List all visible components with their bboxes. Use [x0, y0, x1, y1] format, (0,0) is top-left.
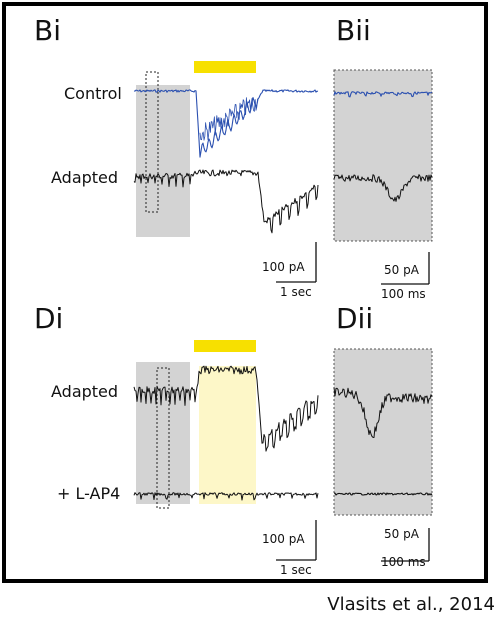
trace-label-control: Control	[64, 84, 122, 103]
trace-lap4-path	[133, 492, 319, 501]
d-gray-shade	[136, 362, 190, 504]
bii-adapted-trace	[333, 174, 433, 202]
panel-label-dii: Dii	[336, 302, 374, 335]
panel-label-di: Di	[34, 302, 64, 335]
panel-label-bi: Bi	[34, 14, 61, 47]
bii-control-trace	[333, 91, 433, 98]
trace-control-path	[133, 89, 319, 158]
dii-adapted-trace	[333, 387, 433, 438]
b-main-scale-current: 100 pA	[262, 260, 305, 274]
d-inset-scale-current: 50 pA	[384, 527, 419, 541]
citation-credit: Vlasits et al., 2014	[327, 594, 495, 615]
d-main-scalebar	[276, 520, 317, 561]
trace-label-adapted-b: Adapted	[51, 168, 119, 187]
lap4-trace	[133, 492, 319, 501]
control-trace	[133, 89, 319, 158]
b-inset-scale-time: 100 ms	[381, 287, 426, 301]
adapted-trace-d	[133, 365, 319, 452]
trace-dii-adapted-path	[333, 387, 433, 438]
d-stimulus-bar	[194, 340, 256, 352]
b-main-scalebar	[276, 242, 317, 283]
b-gray-shade	[136, 85, 190, 237]
d-main-scale-time: 1 sec	[280, 563, 312, 577]
d-main-scale-current: 100 pA	[262, 532, 305, 546]
panel-label-bii: Bii	[336, 14, 371, 47]
trace-dii-lap4-path	[334, 492, 433, 496]
adapted-trace-b	[133, 169, 319, 234]
b-dotted-window	[145, 71, 159, 213]
trace-bii-adapted-path	[333, 174, 433, 202]
trace-adapted-d-path	[133, 365, 319, 452]
d-inset-scalebar	[381, 528, 430, 562]
dii-lap4-trace	[334, 492, 433, 496]
trace-adapted-b-path	[133, 169, 319, 234]
b-inset-scalebar	[381, 252, 430, 285]
bii-inset-box	[333, 69, 433, 242]
b-main-scale-time: 1 sec	[280, 285, 312, 299]
d-inset-scale-time: 100 ms	[381, 555, 426, 569]
trace-label-lap4: + L-AP4	[57, 484, 121, 503]
trace-label-adapted-d: Adapted	[51, 382, 119, 401]
d-yellow-shade	[199, 366, 256, 504]
trace-bii-control-path	[333, 91, 433, 98]
b-stimulus-bar	[194, 61, 256, 73]
d-dotted-window	[156, 367, 170, 509]
trace-control-path	[199, 97, 258, 141]
dii-inset-box	[333, 348, 433, 516]
b-inset-scale-current: 50 pA	[384, 263, 419, 277]
